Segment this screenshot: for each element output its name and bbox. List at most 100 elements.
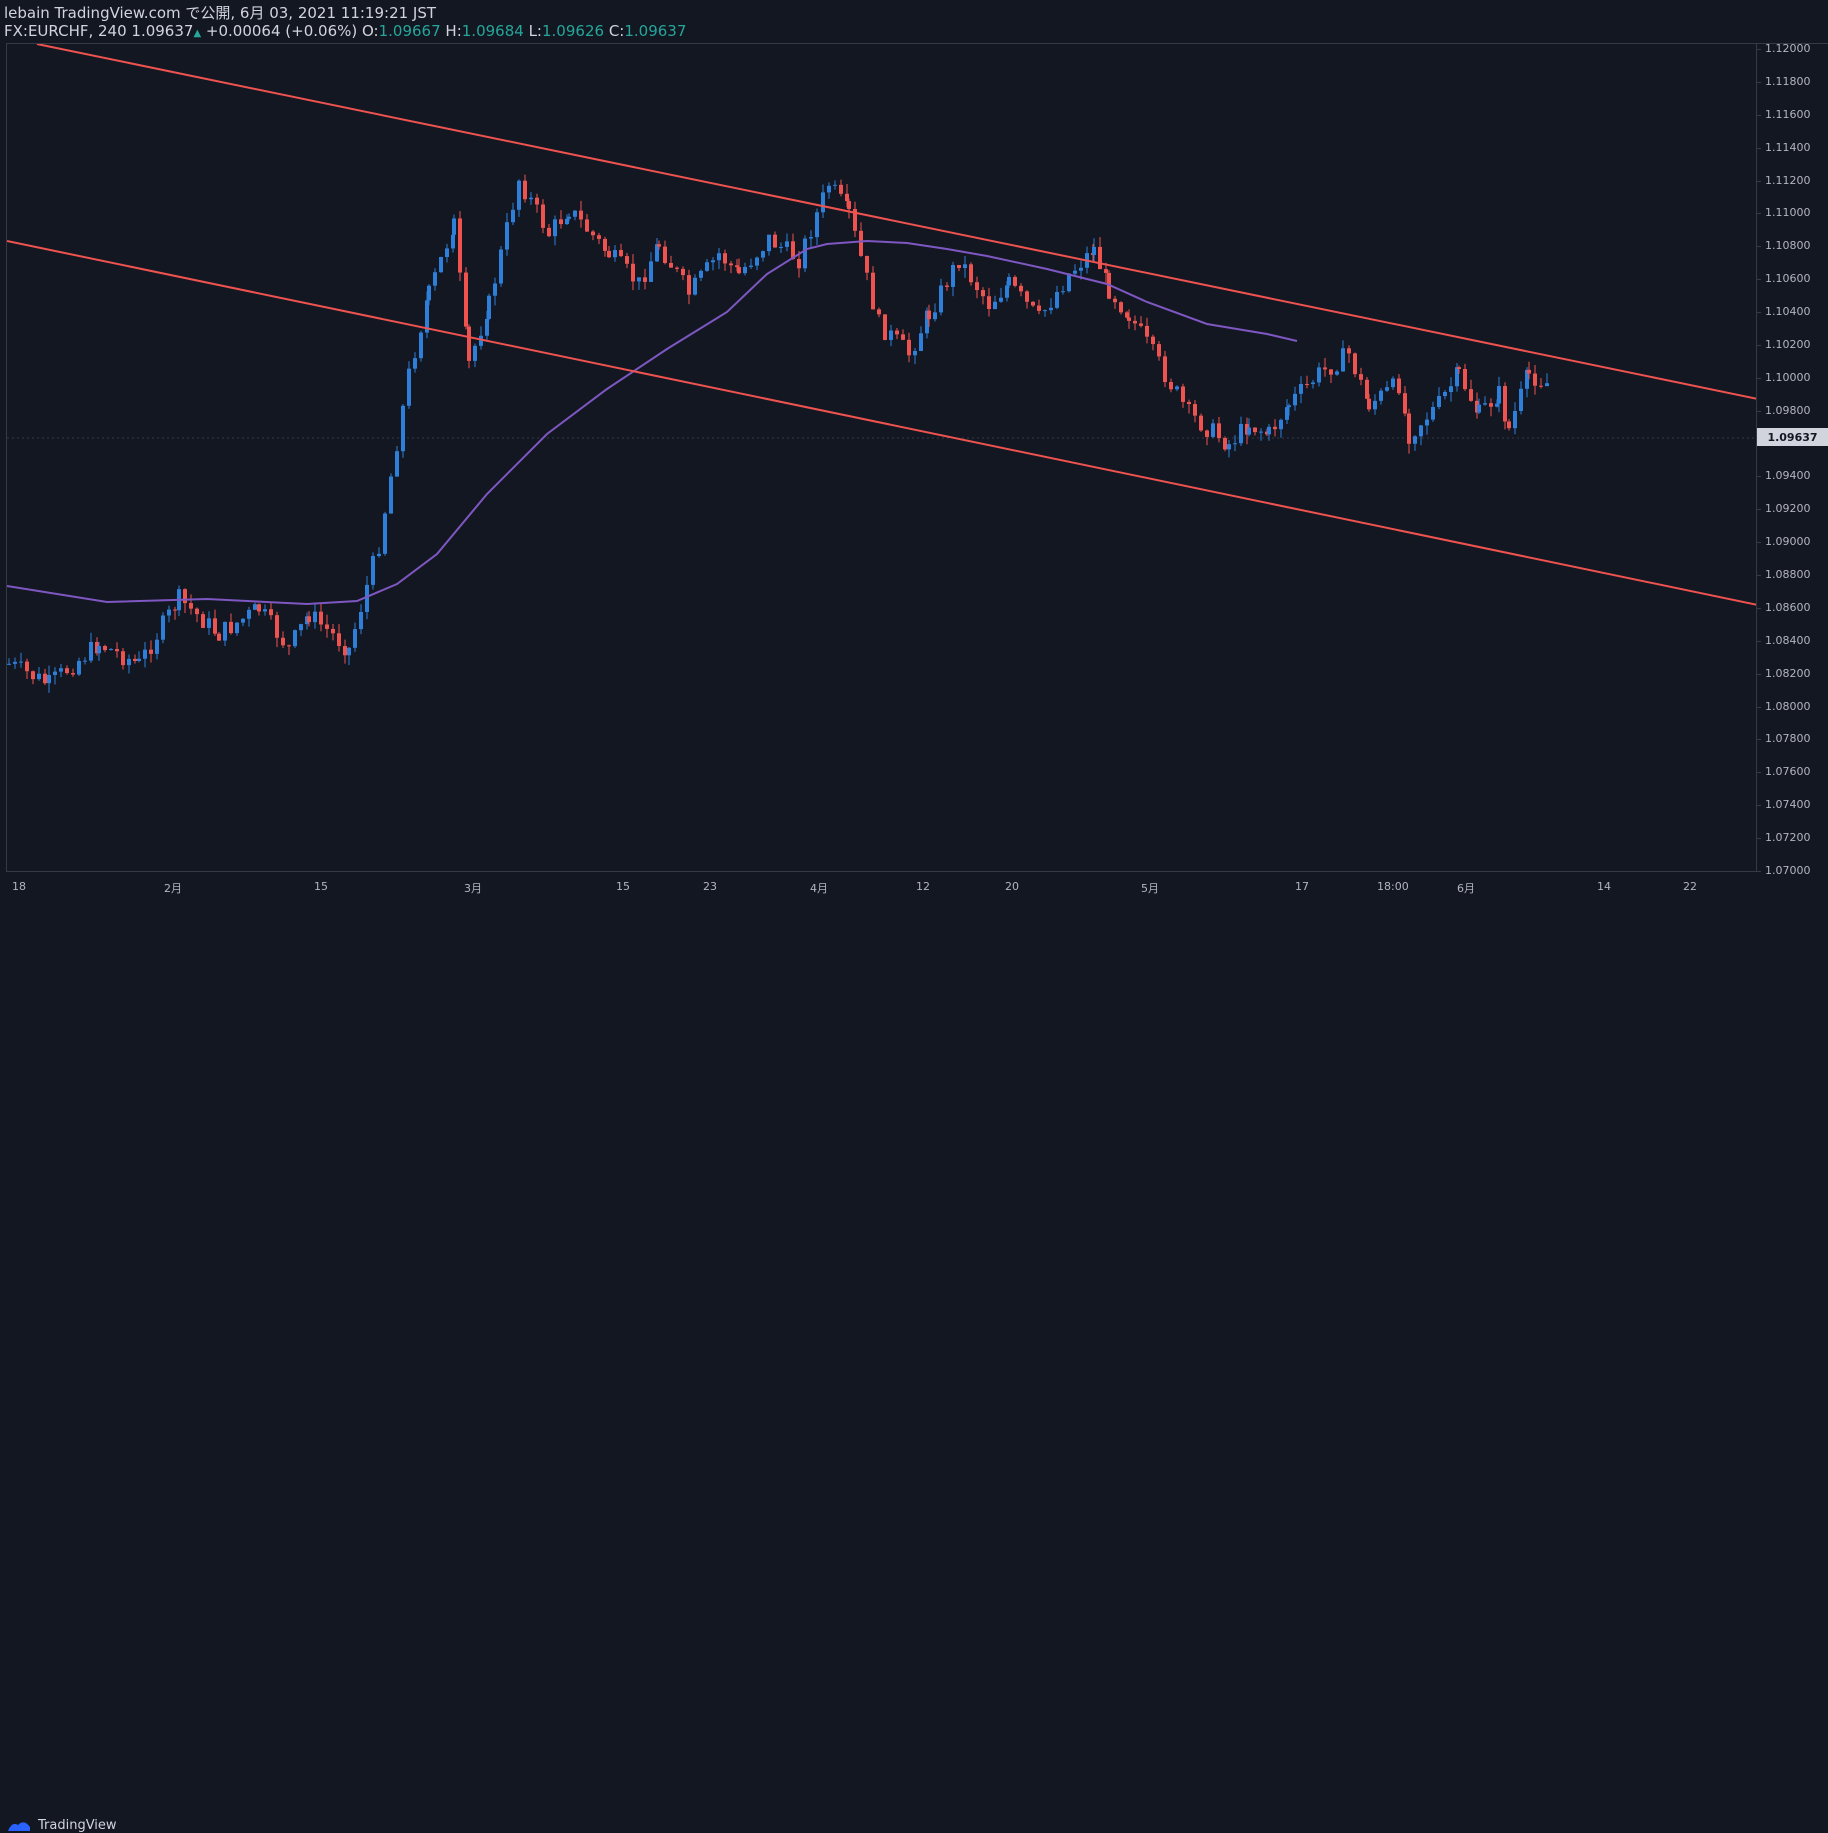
candle-body xyxy=(511,209,515,223)
tradingview-brand[interactable]: TradingView xyxy=(6,1818,117,1833)
candle-body xyxy=(1187,401,1191,405)
candle-body xyxy=(77,660,81,675)
price-tick-label: 1.09000 xyxy=(1765,535,1811,549)
candle-body xyxy=(173,609,177,611)
candle-body xyxy=(579,210,583,220)
candle-body xyxy=(1098,246,1102,270)
candle-body xyxy=(65,668,69,674)
candle-body xyxy=(939,285,943,313)
candle-body xyxy=(383,513,387,554)
candle-body xyxy=(675,267,679,269)
candle-body xyxy=(439,257,443,273)
candle-body xyxy=(1199,415,1203,431)
price-tick-label: 1.07200 xyxy=(1765,831,1811,845)
candle-body xyxy=(657,244,661,247)
time-tick-label: 23 xyxy=(703,880,717,893)
candle-body xyxy=(737,267,741,274)
candle-body xyxy=(407,368,411,406)
candle-body xyxy=(1347,348,1351,354)
price-tick-label: 1.11000 xyxy=(1765,206,1811,220)
candle-body xyxy=(1385,387,1389,391)
price-tick-label: 1.10000 xyxy=(1765,370,1811,384)
candle-body xyxy=(1031,301,1035,306)
candle-body xyxy=(607,250,611,258)
candle-body xyxy=(729,263,733,266)
candle-body xyxy=(631,263,635,282)
candle-body xyxy=(479,335,483,346)
close-value: 1.09637 xyxy=(624,22,687,40)
candle-body xyxy=(1239,423,1243,444)
candle-body xyxy=(1119,302,1123,313)
candle-body xyxy=(1073,270,1077,274)
price-tick-mark xyxy=(1757,838,1761,840)
candle-body xyxy=(499,249,503,284)
candle-body xyxy=(717,253,721,261)
price-tick-mark xyxy=(1757,607,1761,609)
candle-body xyxy=(325,624,329,629)
candle-body xyxy=(927,310,931,320)
candle-body xyxy=(945,285,949,287)
candle-body xyxy=(637,277,641,282)
candle-body xyxy=(207,618,211,628)
candle-body xyxy=(791,241,795,260)
candle-body xyxy=(83,660,87,662)
candle-body xyxy=(263,609,267,612)
candle-body xyxy=(797,259,801,269)
time-tick-label: 2月 xyxy=(164,882,182,895)
candle-body xyxy=(963,264,967,268)
candlestick-chart[interactable] xyxy=(7,44,1757,872)
candle-body xyxy=(155,639,159,654)
candle-body xyxy=(473,345,477,361)
candle-body xyxy=(573,210,577,217)
candle-body xyxy=(195,608,199,615)
candle-body xyxy=(585,219,589,232)
candle-body xyxy=(1391,378,1395,388)
candle-body xyxy=(451,234,455,249)
candle-body xyxy=(1139,323,1143,326)
candle-body xyxy=(1233,443,1237,445)
candle-body xyxy=(693,277,697,295)
candle-body xyxy=(1043,310,1047,312)
price-chart-pane[interactable] xyxy=(6,43,1757,872)
price-tick-mark xyxy=(1757,575,1761,577)
candle-body xyxy=(749,265,753,267)
candle-body xyxy=(1163,356,1167,383)
candle-body xyxy=(213,618,217,634)
candle-body xyxy=(365,584,369,613)
price-tick-mark xyxy=(1757,640,1761,642)
candle-body xyxy=(1287,405,1291,408)
price-tick-mark xyxy=(1757,673,1761,675)
candle-body xyxy=(1527,369,1531,374)
price-tick-mark xyxy=(1757,871,1761,872)
candle-body xyxy=(1127,317,1131,321)
candle-body xyxy=(625,256,629,264)
candle-body xyxy=(1457,367,1461,369)
candle-body xyxy=(464,272,468,327)
candle-body xyxy=(149,649,153,654)
price-tick-label: 1.11200 xyxy=(1765,173,1811,187)
candle-body xyxy=(663,246,667,263)
candle-body xyxy=(433,272,437,286)
candle-body xyxy=(871,272,875,310)
time-tick-label: 18 xyxy=(12,880,26,893)
time-tick-label: 3月 xyxy=(464,882,482,895)
candle-body xyxy=(1431,406,1435,420)
candle-body xyxy=(1259,431,1263,433)
candle-body xyxy=(785,241,789,247)
candle-body xyxy=(71,673,75,675)
price-tick-mark xyxy=(1757,476,1761,478)
time-tick-label: 14 xyxy=(1597,880,1611,893)
price-tick-label: 1.12000 xyxy=(1765,42,1811,55)
candle-body xyxy=(1253,427,1257,433)
candle-body xyxy=(1007,276,1011,286)
candle-body xyxy=(377,553,381,557)
candle-body xyxy=(347,647,351,656)
candle-body xyxy=(1519,388,1523,412)
time-tick-label: 4月 xyxy=(810,882,828,895)
price-tick-mark xyxy=(1757,279,1761,281)
price-tick-mark xyxy=(1757,49,1761,50)
price-axis[interactable]: 1.12000 1.11800 1.11600 1.11400 1.11200 1.110… xyxy=(1757,42,1828,877)
candle-body xyxy=(907,339,911,356)
candle-body xyxy=(517,180,521,210)
time-axis[interactable]: 18 2月 15 3月 15 23 4月 12 20 5月 17 18:00 6月 14 22 xyxy=(6,872,1757,902)
